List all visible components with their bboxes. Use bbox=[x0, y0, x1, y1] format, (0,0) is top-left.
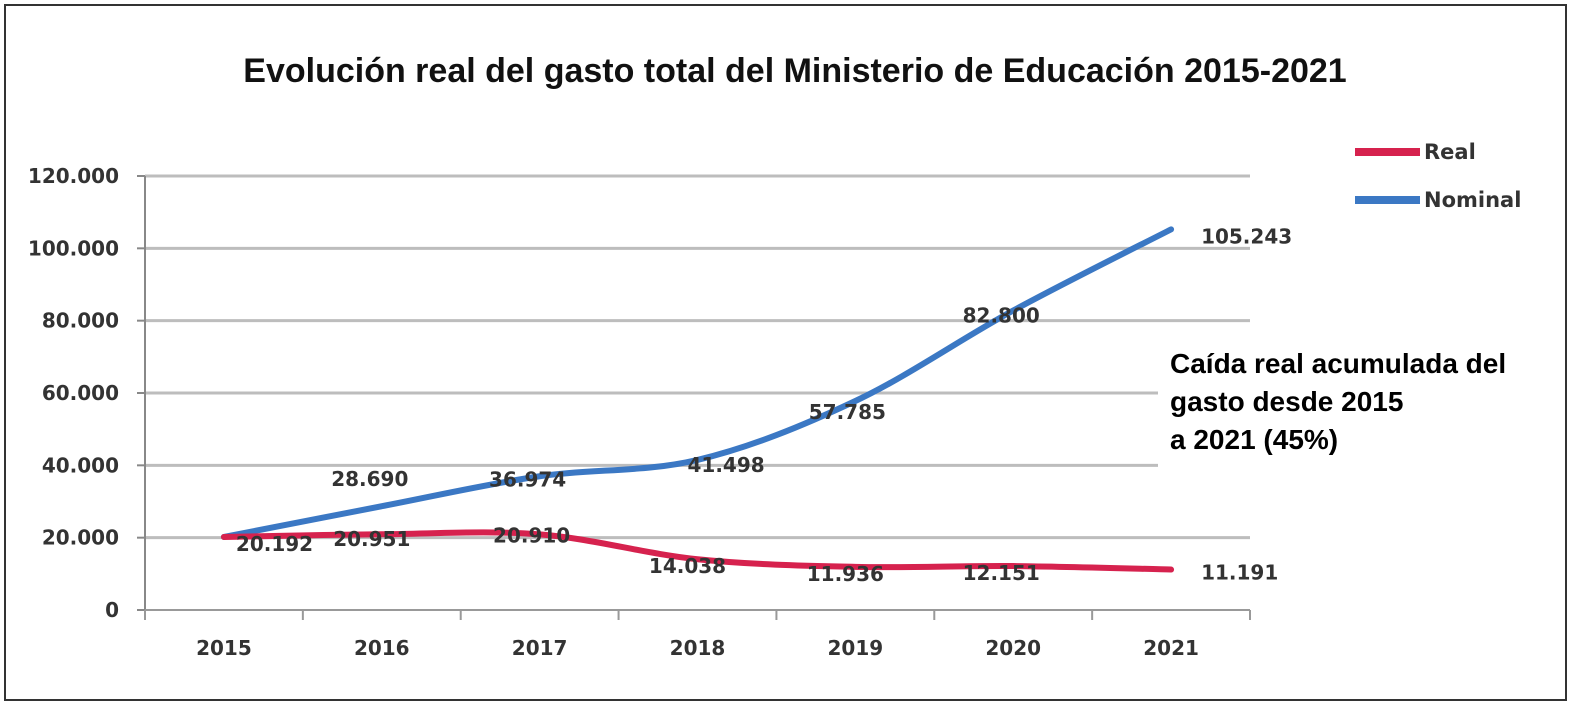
data-label-nominal: 41.498 bbox=[688, 453, 765, 477]
annotation-background bbox=[1158, 338, 1518, 468]
y-tick-label: 100.000 bbox=[28, 236, 119, 260]
x-tick-label: 2015 bbox=[196, 636, 252, 660]
grid-lines bbox=[145, 174, 1250, 540]
legend-label-real: Real bbox=[1424, 140, 1476, 164]
y-tick-label: 0 bbox=[105, 598, 119, 622]
series-lines bbox=[220, 226, 1175, 573]
x-tick-label: 2020 bbox=[985, 636, 1041, 660]
data-label-nominal: 36.974 bbox=[489, 467, 566, 491]
annotation-line: gasto desde 2015 bbox=[1170, 386, 1403, 417]
legend-label-nominal: Nominal bbox=[1424, 188, 1521, 212]
axes: 0 20.000 40.000 60.000 80.000 100.000 120.000 2… bbox=[28, 164, 1251, 660]
data-label-nominal: 28.690 bbox=[331, 467, 408, 491]
annotation-line: Caída real acumulada del bbox=[1170, 348, 1506, 379]
x-tick-label: 2016 bbox=[354, 636, 410, 660]
data-label-real: 12.151 bbox=[963, 561, 1040, 585]
chart-title: Evolución real del gasto total del Minis… bbox=[243, 52, 1346, 90]
y-tick-label: 40.000 bbox=[42, 453, 119, 477]
y-tick-label: 80.000 bbox=[42, 309, 119, 333]
annotation-box: Caída real acumulada del gasto desde 2015… bbox=[1158, 338, 1518, 468]
y-tick-label: 20.000 bbox=[42, 526, 119, 550]
data-label-real: 20.192 bbox=[236, 532, 313, 556]
data-labels: 28.690 36.974 41.498 57.785 82.800 105.243 20.… bbox=[236, 224, 1292, 585]
data-label-nominal: 57.785 bbox=[809, 400, 886, 424]
data-label-real: 11.936 bbox=[807, 562, 884, 586]
x-tick-label: 2019 bbox=[828, 636, 884, 660]
annotation-line: a 2021 (45%) bbox=[1170, 424, 1338, 455]
data-label-real: 14.038 bbox=[649, 554, 726, 578]
y-tick-label: 60.000 bbox=[42, 381, 119, 405]
x-tick-label: 2017 bbox=[512, 636, 568, 660]
y-tick-label: 120.000 bbox=[28, 164, 119, 188]
data-label-real: 11.191 bbox=[1201, 561, 1278, 585]
series-line-real bbox=[220, 529, 1175, 573]
x-tick-label: 2021 bbox=[1143, 636, 1199, 660]
data-label-nominal: 82.800 bbox=[963, 304, 1040, 328]
data-label-nominal: 105.243 bbox=[1201, 224, 1292, 248]
data-label-real: 20.910 bbox=[493, 523, 570, 547]
x-tick-label: 2018 bbox=[670, 636, 726, 660]
data-label-real: 20.951 bbox=[333, 527, 410, 551]
legend: Real Nominal bbox=[1355, 140, 1521, 212]
series-line-nominal bbox=[220, 226, 1175, 540]
